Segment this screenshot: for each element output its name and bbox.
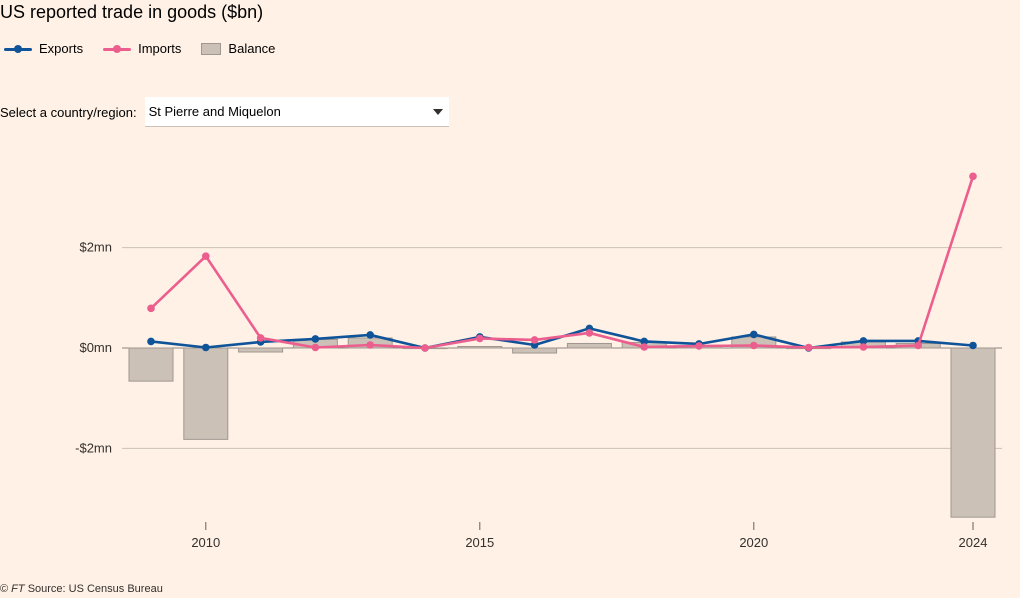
country-selector: Select a country/region: St Pierre and M… <box>0 97 449 127</box>
chevron-down-icon[interactable] <box>432 108 443 115</box>
imports-point <box>640 343 648 351</box>
balance-bar <box>950 347 996 518</box>
imports-line <box>150 175 975 350</box>
balance-bar <box>128 347 174 382</box>
country-dropdown[interactable]: St Pierre and Miquelon <box>144 97 449 127</box>
exports-point <box>366 331 375 339</box>
legend-item-imports[interactable]: Imports <box>103 41 181 56</box>
imports-point <box>421 344 429 352</box>
x-tick-label: 2024 <box>959 535 988 550</box>
imports-point <box>750 341 758 350</box>
imports-point <box>530 336 539 344</box>
y-tick-label: $0mn <box>79 340 112 355</box>
imports-point <box>914 341 922 350</box>
imports-point <box>202 252 210 260</box>
balance-bar <box>566 342 612 349</box>
exports-point <box>640 337 648 346</box>
imports-point <box>695 342 703 350</box>
x-tick-label: 2015 <box>465 535 494 550</box>
imports-point <box>476 334 484 343</box>
legend: Exports Imports Balance <box>4 41 295 56</box>
balance-bar-swatch-icon <box>201 42 222 55</box>
exports-point <box>969 341 977 350</box>
legend-item-exports[interactable]: Exports <box>4 41 83 56</box>
exports-point <box>750 330 758 339</box>
exports-line-swatch-icon <box>4 42 32 56</box>
source-footer: © FT Source: US Census Bureau <box>0 583 163 595</box>
balance-bars <box>128 336 996 518</box>
y-tick-label: -$2mn <box>75 440 112 455</box>
legend-label-exports: Exports <box>39 41 84 56</box>
balance-bar <box>457 345 503 349</box>
balance-bar <box>183 347 229 440</box>
y-tick-label: $2mn <box>79 240 112 255</box>
publisher-name: FT <box>11 583 25 595</box>
chart-title: US reported trade in goods ($bn) <box>0 2 264 22</box>
legend-item-balance[interactable]: Balance <box>201 41 275 56</box>
exports-point <box>859 337 868 345</box>
trade-lines <box>147 172 977 352</box>
imports-point <box>311 343 320 352</box>
x-tick-label: 2020 <box>739 535 768 550</box>
x-tick-label: 2010 <box>191 535 220 550</box>
copyright-symbol: © <box>0 583 9 595</box>
exports-point <box>202 343 210 352</box>
exports-point <box>147 337 155 346</box>
legend-label-imports: Imports <box>138 41 182 56</box>
legend-label-balance: Balance <box>228 41 276 56</box>
imports-point <box>804 343 813 352</box>
balance-bar <box>238 347 284 353</box>
imports-point <box>366 341 375 349</box>
imports-point <box>969 172 977 181</box>
x-axis: 2010 2015 2020 2024 <box>191 522 987 550</box>
country-selector-label: Select a country/region: <box>0 104 137 120</box>
imports-point <box>147 304 155 313</box>
exports-point <box>311 335 320 343</box>
imports-point <box>256 334 265 342</box>
imports-point <box>585 329 594 337</box>
source-text: Source: US Census Bureau <box>27 583 163 595</box>
country-dropdown-value: St Pierre and Miquelon <box>148 104 281 119</box>
imports-line-swatch-icon <box>103 42 132 56</box>
imports-point <box>859 343 868 351</box>
